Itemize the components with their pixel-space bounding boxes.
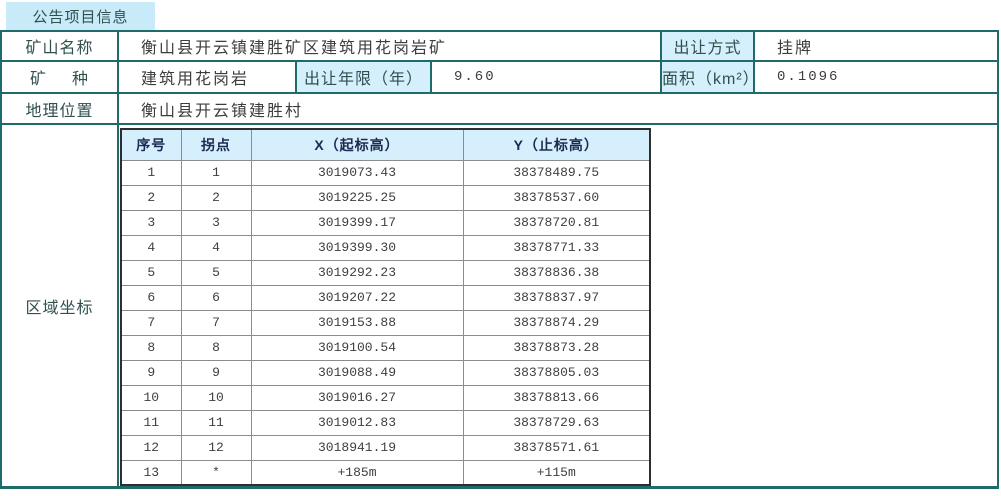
coordinates-table: 序号 拐点 X（起标高） Y（止标高） 1 1 3019073.43 38378489… — [120, 128, 651, 486]
coordinates-value-cell: 38378571.61 — [462, 434, 651, 461]
coordinates-value-cell: +185m — [250, 459, 464, 486]
transfer-method-label: 出让方式 — [660, 30, 756, 62]
coordinates-row: 13 * +185m +115m — [120, 459, 651, 486]
coordinates-value-cell: 6 — [120, 284, 182, 311]
coordinates-value-cell: 9 — [120, 359, 182, 386]
coordinates-value-cell: 12 — [120, 434, 182, 461]
term-label: 出让年限（年） — [295, 60, 432, 94]
project-info-table: 矿山名称 衡山县开云镇建胜矿区建筑用花岗岩矿 出让方式 挂牌 矿 种 建筑用花岗… — [0, 30, 1000, 489]
coordinates-value-cell: 3019016.27 — [250, 384, 464, 411]
coordinates-value-cell: 3019207.22 — [250, 284, 464, 311]
coordinates-value-cell: 38378874.29 — [462, 309, 651, 336]
coordinates-row: 8 8 3019100.54 38378873.28 — [120, 334, 651, 361]
coordinates-value-cell: 3019012.83 — [250, 409, 464, 436]
coordinates-value-cell: 3019088.49 — [250, 359, 464, 386]
coordinates-value-cell: 3 — [180, 209, 252, 236]
coordinates-value-cell: 5 — [120, 259, 182, 286]
coordinates-value-cell: 2 — [120, 184, 182, 211]
coordinates-value-cell: * — [180, 459, 252, 486]
mine-name-value: 衡山县开云镇建胜矿区建筑用花岗岩矿 — [116, 30, 663, 62]
coordinates-value-cell: 12 — [180, 434, 252, 461]
term-value: 9.60 — [429, 60, 663, 94]
coordinates-value-cell: 11 — [180, 409, 252, 436]
mineral-label: 矿 种 — [0, 60, 119, 94]
coordinates-value-cell: 38378729.63 — [462, 409, 651, 436]
coordinates-value-cell: 3019153.88 — [250, 309, 464, 336]
coordinates-value-cell: 10 — [180, 384, 252, 411]
row-location: 地理位置 衡山县开云镇建胜村 — [0, 92, 1000, 125]
area-value: 0.1096 — [753, 60, 1000, 94]
coordinates-value-cell: 3019292.23 — [250, 259, 464, 286]
coordinates-row: 9 9 3019088.49 38378805.03 — [120, 359, 651, 386]
coordinates-value-cell: 4 — [120, 234, 182, 261]
coordinates-value-cell: 38378837.97 — [462, 284, 651, 311]
coordinates-header-row: 序号 拐点 X（起标高） Y（止标高） — [120, 128, 651, 161]
coordinates-table-body: 1 1 3019073.43 38378489.75 2 2 3019225.25 38378… — [120, 159, 651, 486]
coordinates-value-cell: 4 — [180, 234, 252, 261]
coordinates-value-cell: 13 — [120, 459, 182, 486]
coordinates-value-cell: 9 — [180, 359, 252, 386]
coordinates-value-cell: 38378720.81 — [462, 209, 651, 236]
coordinates-value-cell: 7 — [120, 309, 182, 336]
coordinates-value-cell: 3019399.30 — [250, 234, 464, 261]
coordinates-value-cell: 3019225.25 — [250, 184, 464, 211]
coordinates-value-cell: 38378805.03 — [462, 359, 651, 386]
coordinates-row: 1 1 3019073.43 38378489.75 — [120, 159, 651, 186]
coordinates-value-cell: 1 — [180, 159, 252, 186]
row-coordinates: 区域坐标 序号 拐点 X（起标高） Y（止标高） — [0, 123, 1000, 489]
col-header-x: X（起标高） — [250, 128, 464, 161]
transfer-method-value: 挂牌 — [753, 30, 1000, 62]
coordinates-value-cell: 38378813.66 — [462, 384, 651, 411]
col-header-index: 序号 — [120, 128, 182, 161]
coordinates-row: 3 3 3019399.17 38378720.81 — [120, 209, 651, 236]
coordinates-value-cell: 1 — [120, 159, 182, 186]
mine-name-label: 矿山名称 — [0, 30, 119, 62]
coordinates-value-cell: 3019399.17 — [250, 209, 464, 236]
coordinates-value-cell: 3 — [120, 209, 182, 236]
coordinates-row: 11 11 3019012.83 38378729.63 — [120, 409, 651, 436]
location-label: 地理位置 — [0, 92, 119, 125]
coordinates-row: 12 12 3018941.19 38378571.61 — [120, 434, 651, 461]
coordinates-value-cell: 38378489.75 — [462, 159, 651, 186]
coordinates-value-cell: 38378537.60 — [462, 184, 651, 211]
col-header-y: Y（止标高） — [462, 128, 651, 161]
coordinates-value-cell: 6 — [180, 284, 252, 311]
coordinates-value-cell: 3018941.19 — [250, 434, 464, 461]
col-header-corner-point: 拐点 — [180, 128, 252, 161]
coordinates-label: 区域坐标 — [0, 123, 119, 489]
coordinates-value-cell: 38378771.33 — [462, 234, 651, 261]
coordinates-row: 10 10 3019016.27 38378813.66 — [120, 384, 651, 411]
coordinates-row: 7 7 3019153.88 38378874.29 — [120, 309, 651, 336]
tab-announcement-info[interactable]: 公告项目信息 — [6, 2, 155, 30]
area-label: 面积（km²） — [660, 60, 756, 94]
coordinates-value-cell: +115m — [462, 459, 651, 486]
coordinates-value-cell: 38378836.38 — [462, 259, 651, 286]
coordinates-value-cell: 8 — [180, 334, 252, 361]
coordinates-value-cell: 11 — [120, 409, 182, 436]
location-value: 衡山县开云镇建胜村 — [116, 92, 1000, 125]
coordinates-value-cell: 5 — [180, 259, 252, 286]
row-mine-name: 矿山名称 衡山县开云镇建胜矿区建筑用花岗岩矿 出让方式 挂牌 — [0, 30, 1000, 62]
mineral-value: 建筑用花岗岩 — [117, 60, 297, 94]
tab-label: 公告项目信息 — [32, 8, 129, 26]
coordinates-row: 5 5 3019292.23 38378836.38 — [120, 259, 651, 286]
coordinates-cell-container: 序号 拐点 X（起标高） Y（止标高） 1 1 3019073.43 38378489… — [116, 123, 1000, 489]
coordinates-value-cell: 3019100.54 — [250, 334, 464, 361]
mineral-label-text: 矿 种 — [30, 71, 89, 88]
coordinates-row: 2 2 3019225.25 38378537.60 — [120, 184, 651, 211]
coordinates-row: 4 4 3019399.30 38378771.33 — [120, 234, 651, 261]
coordinates-value-cell: 10 — [120, 384, 182, 411]
coordinates-value-cell: 8 — [120, 334, 182, 361]
coordinates-row: 6 6 3019207.22 38378837.97 — [120, 284, 651, 311]
coordinates-value-cell: 3019073.43 — [250, 159, 464, 186]
coordinates-value-cell: 38378873.28 — [462, 334, 651, 361]
coordinates-value-cell: 7 — [180, 309, 252, 336]
row-mineral: 矿 种 建筑用花岗岩 出让年限（年） 9.60 面积（km²） 0.1096 — [0, 60, 1000, 94]
coordinates-value-cell: 2 — [180, 184, 252, 211]
